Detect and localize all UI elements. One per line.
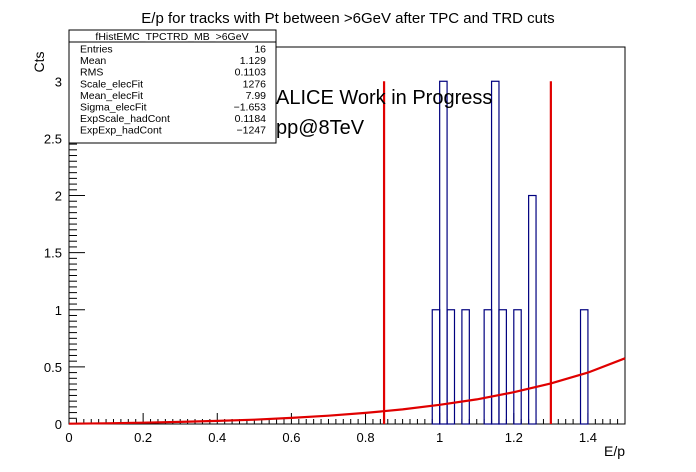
stats-row-value: −1.653 — [234, 102, 267, 114]
x-axis-label: E/p — [604, 443, 625, 459]
histogram-bar — [439, 80, 448, 425]
stats-row-value: 7.99 — [246, 90, 267, 102]
stats-row-label: Sigma_elecFit — [80, 102, 147, 114]
x-tick-label: 0.6 — [282, 430, 300, 445]
y-tick-label: 3 — [55, 74, 62, 89]
histogram-bar — [579, 309, 589, 425]
y-tick-label: 2.5 — [44, 131, 62, 146]
histogram-bar — [461, 309, 470, 425]
x-tick-label: 0 — [65, 430, 72, 445]
stats-row-label: RMS — [80, 67, 103, 79]
histogram-bar — [483, 309, 493, 425]
stats-row-value: 16 — [254, 44, 266, 56]
x-tick-label: 0.8 — [356, 430, 374, 445]
stats-row-value: 0.1103 — [235, 67, 266, 79]
stats-row-value: −1247 — [237, 125, 267, 137]
y-tick-label: 1.5 — [44, 246, 62, 261]
stats-row-value: 1.129 — [240, 55, 266, 67]
stats-row-value: 1276 — [243, 78, 267, 90]
y-tick-label: 0 — [55, 417, 62, 432]
chart-title: E/p for tracks with Pt between >6GeV aft… — [141, 10, 554, 27]
stats-row-label: ExpScale_hadCont — [80, 113, 170, 125]
histogram-bar — [513, 309, 522, 425]
stats-row-label: ExpExp_hadCont — [80, 125, 162, 137]
stats-row-label: Mean_elecFit — [80, 90, 143, 102]
histogram-bar — [528, 194, 537, 425]
annotation-alice: ALICE Work in Progress — [276, 87, 492, 109]
y-tick-label: 0.5 — [44, 360, 62, 375]
stats-row-value: 0.1184 — [235, 113, 266, 125]
histogram-bar — [498, 309, 507, 425]
x-tick-label: 1 — [436, 430, 443, 445]
stats-box: fHistEMC_TPCTRD_MB_>6GeV Entries 16 Mean 1.… — [68, 29, 277, 144]
y-tick-label: 2 — [55, 189, 62, 204]
x-tick-label: 0.2 — [134, 430, 152, 445]
x-tick-label: 1.2 — [505, 430, 523, 445]
y-tick-label: 1 — [55, 303, 62, 318]
annotation-energy: pp@8TeV — [276, 117, 365, 139]
stats-box-frame — [68, 29, 277, 144]
histogram-bar — [431, 309, 441, 425]
y-axis-label: Cts — [31, 52, 47, 73]
x-tick-label: 0.4 — [208, 430, 226, 445]
histogram-bar — [446, 309, 456, 425]
histogram-bar — [490, 80, 500, 425]
stats-box-title: fHistEMC_TPCTRD_MB_>6GeV — [95, 31, 248, 43]
stats-row-label: Entries — [80, 44, 113, 56]
stats-row-label: Scale_elecFit — [80, 78, 143, 90]
stats-row-label: Mean — [80, 55, 106, 67]
fit-curve — [68, 357, 626, 425]
x-tick-label: 1.4 — [579, 430, 597, 445]
